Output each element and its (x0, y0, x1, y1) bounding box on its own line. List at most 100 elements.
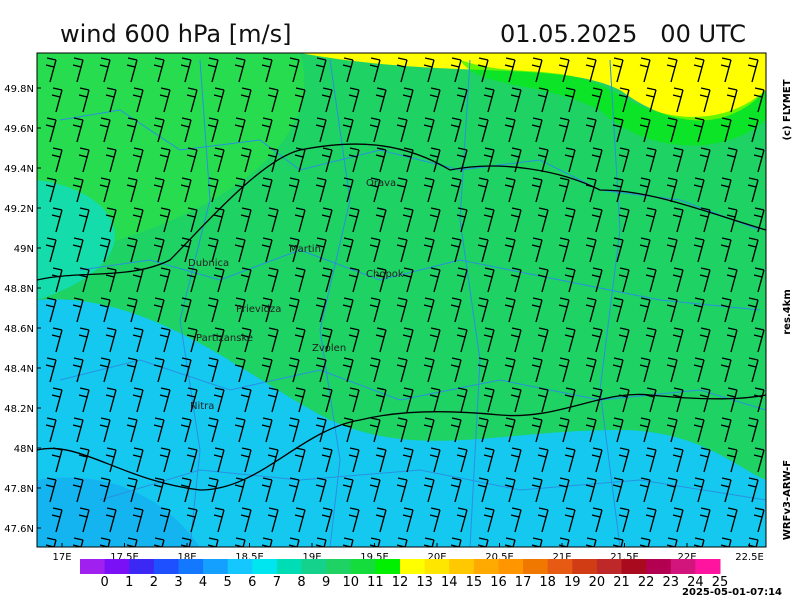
barb (618, 327, 630, 353)
colorbar-swatch (695, 559, 721, 574)
barb (99, 177, 111, 203)
barb (591, 267, 603, 293)
barb (726, 207, 738, 233)
barb (396, 177, 408, 203)
barb (294, 147, 306, 173)
colorbar-swatch (153, 559, 179, 574)
barb (348, 87, 360, 113)
barb (558, 357, 570, 383)
barb (747, 357, 759, 383)
barb (423, 57, 435, 83)
barb (288, 177, 300, 203)
colorbar-swatch (326, 559, 352, 574)
barb (126, 357, 138, 383)
barb (321, 387, 333, 413)
barb (720, 357, 732, 383)
barb (72, 297, 84, 323)
barb (78, 147, 90, 173)
barb (672, 327, 684, 353)
barb (267, 507, 279, 533)
colorbar-label: 25 (712, 575, 729, 590)
barb (240, 447, 252, 473)
barb (699, 447, 711, 473)
barb (693, 57, 705, 83)
place-label: Nitra (190, 401, 214, 412)
barb (775, 58, 785, 82)
barb (132, 447, 144, 473)
barb (348, 387, 360, 413)
barb (105, 447, 117, 473)
colorbar-label: 4 (199, 575, 207, 590)
barb (51, 327, 63, 353)
barb (369, 297, 381, 323)
barb (342, 357, 354, 383)
barb (159, 507, 171, 533)
barb (51, 447, 63, 473)
barb (402, 267, 414, 293)
barb (99, 417, 111, 443)
barb (639, 177, 651, 203)
colorbar-swatch (227, 559, 253, 574)
barb (456, 387, 468, 413)
barb (288, 477, 300, 503)
barb (342, 477, 354, 503)
barb (612, 417, 624, 443)
barb (612, 237, 624, 263)
barb (321, 447, 333, 473)
barb (315, 417, 327, 443)
barb (672, 147, 684, 173)
barb (672, 87, 684, 113)
barb (747, 477, 759, 503)
barb (240, 387, 252, 413)
place-label: Zvolen (312, 343, 346, 354)
barb (213, 207, 225, 233)
colorbar-swatch (449, 559, 475, 574)
barb (234, 177, 246, 203)
colorbar-label: 20 (589, 575, 606, 590)
barb (126, 117, 138, 143)
barb (369, 477, 381, 503)
colorbar-label: 9 (322, 575, 330, 590)
barb (720, 177, 732, 203)
barb (126, 177, 138, 203)
barb (288, 357, 300, 383)
barb (639, 357, 651, 383)
colorbar-swatch (252, 559, 278, 574)
barb (753, 87, 765, 113)
barb (753, 507, 765, 533)
barb (396, 477, 408, 503)
barb (207, 297, 219, 323)
barb (375, 147, 387, 173)
colorbar-swatch (276, 559, 303, 574)
timestamp: 2025-05-01-07:14 (682, 587, 782, 598)
barb (213, 147, 225, 173)
barb (288, 417, 300, 443)
barb (726, 387, 738, 413)
barb (375, 207, 387, 233)
barb (753, 327, 765, 353)
lon-label: 22.5E (735, 552, 764, 563)
barb (78, 87, 90, 113)
barb (267, 147, 279, 173)
barb (477, 297, 489, 323)
barb (747, 417, 759, 443)
barb (477, 177, 489, 203)
lat-label: 48.2N (4, 404, 34, 415)
barb (423, 417, 435, 443)
barb (726, 327, 738, 353)
barb (693, 297, 705, 323)
barb (477, 357, 489, 383)
barb (639, 57, 651, 83)
barb (537, 447, 549, 473)
barb (132, 207, 144, 233)
barb (294, 387, 306, 413)
barb (348, 327, 360, 353)
barb (78, 507, 90, 533)
barb (693, 177, 705, 203)
colorbar-swatch (301, 559, 327, 574)
barb (558, 297, 570, 323)
barb (726, 147, 738, 173)
barb (153, 117, 165, 143)
barb (450, 477, 462, 503)
barb (402, 507, 414, 533)
